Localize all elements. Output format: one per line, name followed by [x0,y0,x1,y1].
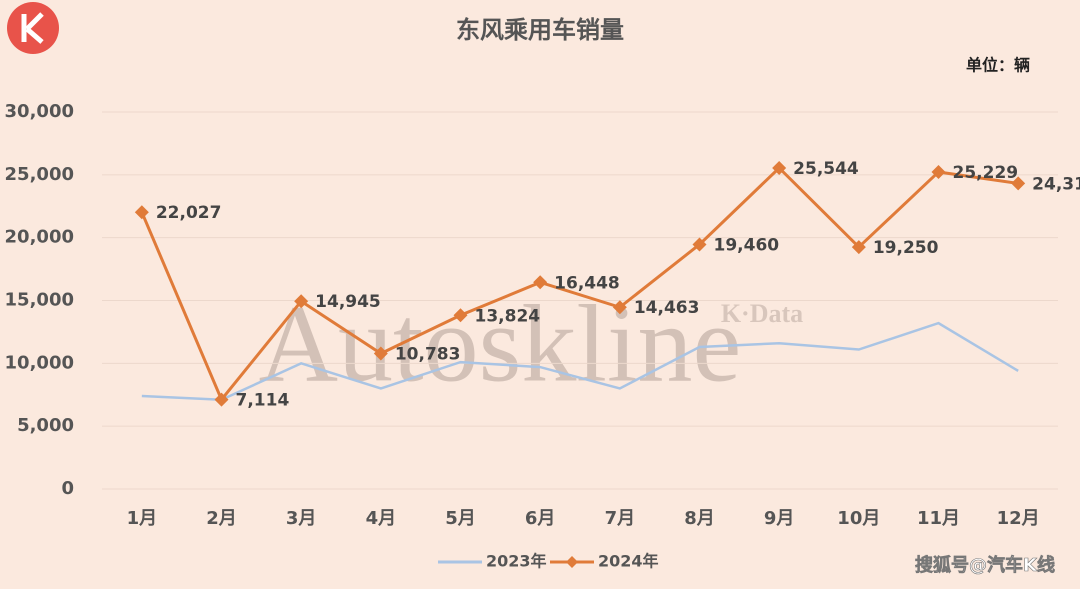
marker [1011,176,1026,191]
y-tick-label: 10,000 [5,352,74,373]
marker [533,275,548,290]
series-line [141,321,1019,402]
y-tick-label: 5,000 [17,415,74,436]
marker [612,300,627,315]
series-line [140,165,1019,403]
y-tick-label: 0 [61,478,74,499]
data-label: 10,783 [395,344,461,364]
x-tick-label: 8月 [684,508,715,529]
logo [7,2,59,54]
unit-label: 单位：辆 [966,56,1030,75]
y-tick-label: 30,000 [5,101,74,122]
x-tick-label: 6月 [525,508,556,529]
y-tick-label: 25,000 [5,164,74,185]
data-label: 22,027 [156,203,222,223]
data-label: 14,463 [634,298,700,318]
marker [214,392,229,407]
marker [294,294,309,309]
marker [772,160,787,175]
data-label: 19,460 [714,235,780,255]
logo-glyph [21,12,44,44]
data-label: 14,945 [315,292,381,312]
marker [453,308,468,323]
data-label: 19,250 [873,238,939,258]
x-tick-label: 7月 [605,508,636,529]
legend-label: 2024年 [598,552,659,571]
marker [134,205,149,220]
x-tick-label: 10月 [837,508,880,529]
y-tick-label: 15,000 [5,290,74,311]
x-tick-label: 5月 [445,508,476,529]
data-label: 25,544 [793,159,859,179]
chart-title: 东风乘用车销量 [456,16,624,44]
x-tick-label: 4月 [366,508,397,529]
legend-marker [566,556,578,568]
marker [931,164,946,179]
y-tick-label: 20,000 [5,227,74,248]
data-label: 25,229 [953,163,1019,183]
x-tick-label: 3月 [286,508,317,529]
marker [851,240,866,255]
x-tick-label: 12月 [997,508,1040,529]
x-tick-label: 1月 [127,508,158,529]
data-label: 16,448 [554,273,620,293]
data-label: 13,824 [475,306,541,326]
x-tick-label: 11月 [917,508,960,529]
x-tick-label: 9月 [764,508,795,529]
watermark: Autoskline [259,282,742,404]
x-tick-label: 2月 [206,508,237,529]
source: 搜狐号@汽车K线 [915,554,1055,576]
marker [373,346,388,361]
data-label: 7,114 [236,391,290,411]
watermark-sub: K·Data [721,299,803,328]
legend-label: 2023年 [486,552,547,571]
data-label: 24,318 [1032,174,1080,194]
marker [692,237,707,252]
